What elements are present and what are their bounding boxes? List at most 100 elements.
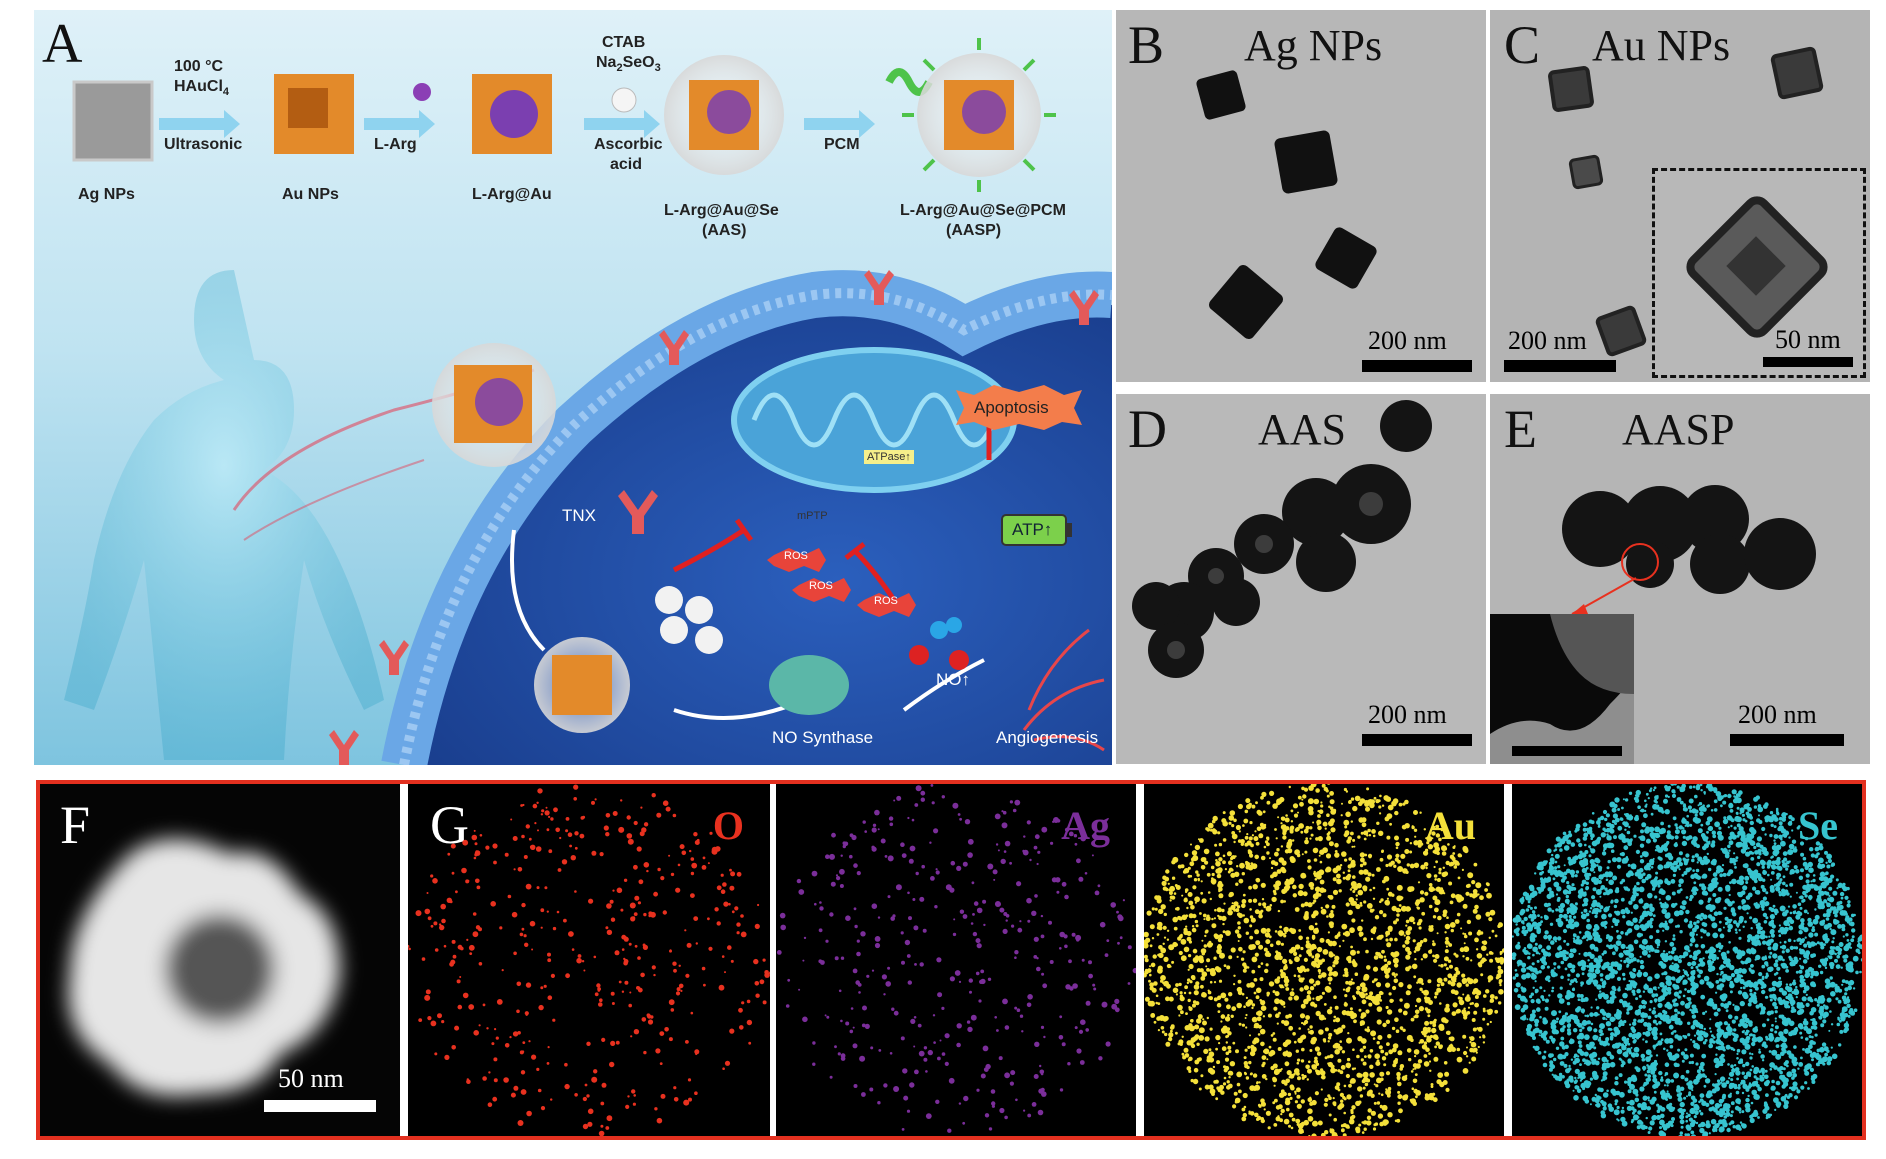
element-speck bbox=[1363, 862, 1367, 866]
element-speck bbox=[1417, 923, 1420, 926]
element-speck bbox=[1410, 842, 1412, 844]
element-speck bbox=[1729, 1122, 1732, 1125]
element-speck bbox=[1193, 1079, 1198, 1084]
element-speck bbox=[1620, 817, 1623, 820]
element-speck bbox=[1311, 944, 1317, 950]
element-speck bbox=[1368, 1108, 1372, 1112]
element-speck bbox=[1344, 826, 1347, 829]
element-speck bbox=[1188, 1040, 1193, 1045]
panel-b: B Ag NPs 200 nm bbox=[1116, 10, 1486, 382]
element-speck bbox=[1551, 969, 1555, 973]
element-speck bbox=[1334, 843, 1339, 848]
element-speck bbox=[1803, 959, 1808, 964]
element-speck bbox=[1357, 926, 1363, 932]
element-speck bbox=[1707, 853, 1709, 855]
panel-d: D AAS 200 nm bbox=[1116, 394, 1486, 764]
element-speck bbox=[1651, 866, 1654, 869]
element-speck bbox=[439, 923, 441, 925]
element-speck bbox=[1315, 788, 1320, 793]
element-speck bbox=[1432, 942, 1436, 946]
element-speck bbox=[845, 1022, 849, 1026]
element-speck bbox=[1471, 1042, 1477, 1048]
element-speck bbox=[520, 933, 524, 937]
element-speck bbox=[1626, 1011, 1629, 1014]
element-speck bbox=[1668, 825, 1671, 828]
element-speck bbox=[1726, 1128, 1730, 1132]
element-speck bbox=[1254, 978, 1258, 982]
element-speck bbox=[994, 1016, 997, 1019]
element-speck bbox=[940, 1040, 942, 1042]
element-speck bbox=[1463, 1068, 1469, 1074]
element-speck bbox=[1410, 1099, 1413, 1102]
element-speck bbox=[1311, 1133, 1316, 1136]
element-speck bbox=[1639, 995, 1642, 998]
element-speck bbox=[1641, 945, 1646, 950]
element-speck bbox=[1494, 1010, 1498, 1014]
element-speck bbox=[1393, 958, 1399, 964]
element-speck bbox=[1811, 1080, 1815, 1084]
element-speck bbox=[1076, 1048, 1081, 1053]
element-speck bbox=[1098, 884, 1101, 887]
element-speck bbox=[1434, 874, 1438, 878]
element-speck bbox=[1184, 947, 1190, 953]
element-speck bbox=[1330, 799, 1335, 804]
element-speck bbox=[1643, 1082, 1647, 1086]
element-speck bbox=[1161, 904, 1166, 909]
element-speck bbox=[1367, 1092, 1371, 1096]
element-speck bbox=[1727, 855, 1729, 857]
element-speck bbox=[1192, 925, 1194, 927]
element-speck bbox=[1036, 967, 1041, 972]
element-speck bbox=[1145, 958, 1149, 962]
element-speck bbox=[1643, 991, 1645, 993]
element-speck bbox=[491, 1042, 494, 1045]
element-speck bbox=[576, 958, 582, 964]
element-speck bbox=[1634, 1047, 1640, 1053]
element-speck bbox=[1329, 951, 1333, 955]
element-speck bbox=[825, 854, 830, 859]
element-speck bbox=[1204, 944, 1207, 947]
element-speck bbox=[1327, 966, 1332, 971]
element-speck bbox=[1789, 919, 1794, 924]
element-speck bbox=[963, 862, 968, 867]
element-speck bbox=[482, 1076, 487, 1081]
element-speck bbox=[1479, 895, 1484, 900]
element-speck bbox=[668, 855, 670, 857]
element-speck bbox=[1385, 1052, 1389, 1056]
element-speck bbox=[1358, 890, 1364, 896]
element-speck bbox=[1679, 825, 1683, 829]
element-speck bbox=[1615, 889, 1620, 894]
element-speck bbox=[1379, 901, 1382, 904]
element-speck bbox=[1818, 996, 1823, 1001]
element-speck bbox=[1351, 918, 1355, 922]
element-speck bbox=[1790, 999, 1796, 1005]
element-speck bbox=[1003, 929, 1008, 934]
element-speck bbox=[547, 953, 551, 957]
element-speck bbox=[1180, 1010, 1184, 1014]
element-speck bbox=[1603, 810, 1607, 814]
element-speck bbox=[1584, 1034, 1590, 1040]
element-speck bbox=[1620, 931, 1624, 935]
element-speck bbox=[1483, 1008, 1486, 1011]
element-speck bbox=[1621, 898, 1625, 902]
element-speck bbox=[878, 1049, 881, 1052]
element-speck bbox=[1413, 975, 1416, 978]
element-speck bbox=[588, 899, 593, 904]
element-speck bbox=[595, 992, 599, 996]
element-speck bbox=[1672, 1015, 1678, 1021]
element-speck bbox=[1326, 915, 1329, 918]
element-speck bbox=[1854, 1008, 1858, 1012]
element-speck bbox=[1763, 897, 1767, 901]
element-speck bbox=[1260, 910, 1263, 913]
element-speck bbox=[1176, 993, 1178, 995]
element-speck bbox=[1463, 1051, 1467, 1055]
element-speck bbox=[925, 1070, 928, 1073]
element-speck bbox=[1034, 894, 1038, 898]
element-speck bbox=[1262, 898, 1264, 900]
element-speck bbox=[1289, 786, 1291, 788]
element-speck bbox=[1299, 802, 1304, 807]
element-speck bbox=[737, 931, 740, 934]
element-speck bbox=[972, 881, 975, 884]
element-speck bbox=[1750, 1118, 1755, 1123]
element-speck bbox=[1321, 909, 1327, 915]
element-speck bbox=[1369, 889, 1372, 892]
